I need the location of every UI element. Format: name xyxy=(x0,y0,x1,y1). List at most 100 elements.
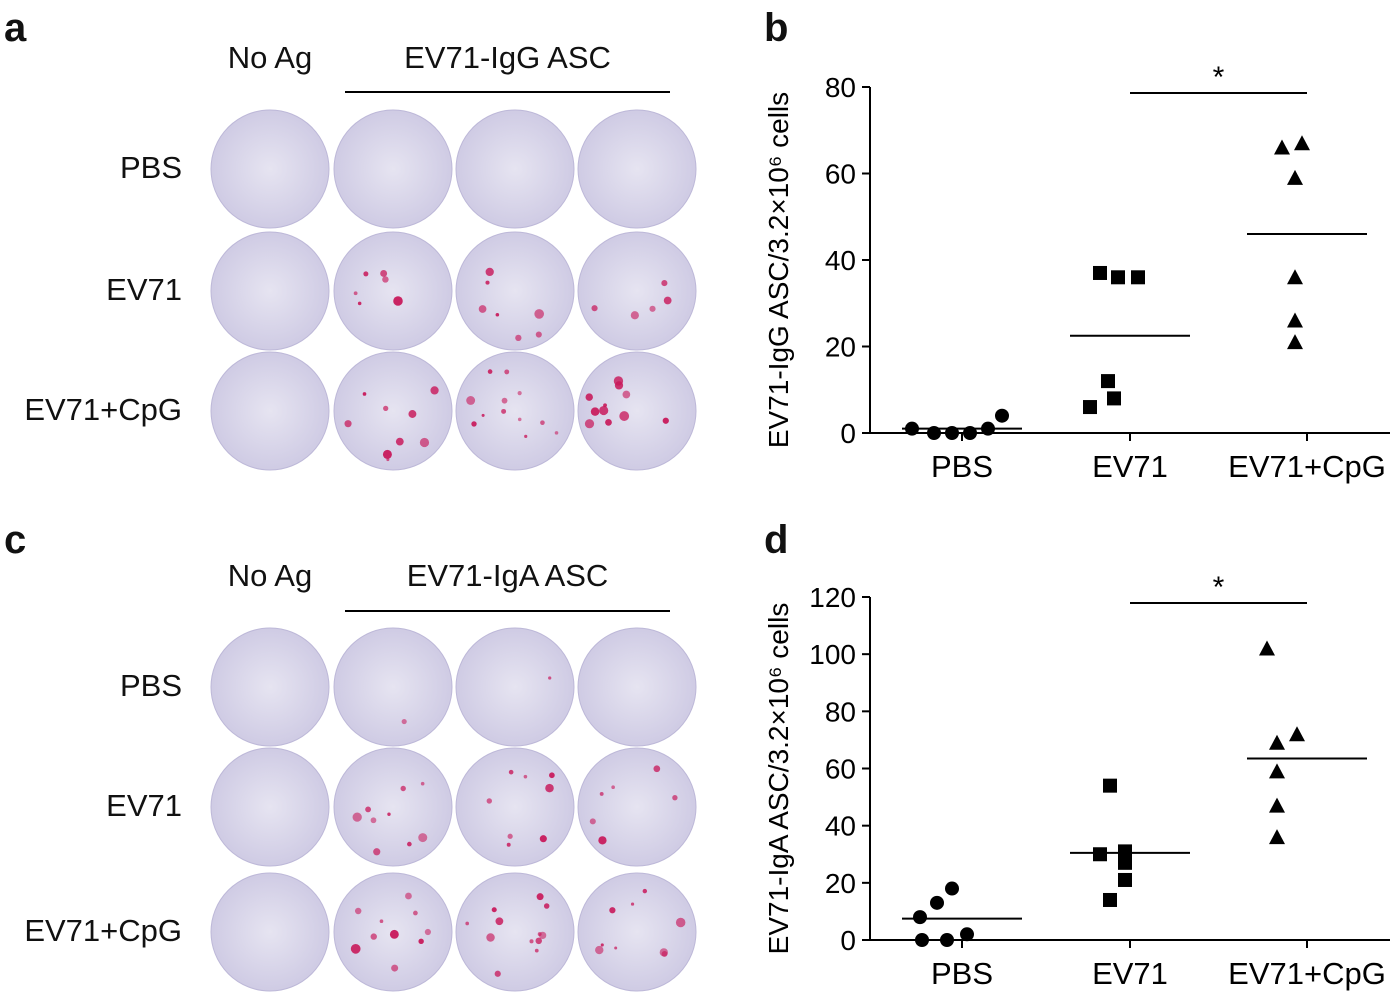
significance-star: * xyxy=(1213,61,1225,94)
col-group-line xyxy=(345,610,670,612)
elispot-spot xyxy=(605,418,612,426)
elispot-spot xyxy=(382,449,392,459)
elispot-spot xyxy=(419,437,430,448)
elispot-spot xyxy=(591,305,598,312)
x-tick-label: EV71+CpG xyxy=(1228,956,1386,991)
elispot-spot xyxy=(642,888,648,894)
y-tick-label: 40 xyxy=(825,245,856,276)
elispot-wells-a xyxy=(210,109,697,471)
elispot-spot xyxy=(653,765,661,773)
elispot-spot xyxy=(589,818,596,825)
elispot-spot xyxy=(465,921,470,926)
elispot-spot xyxy=(485,280,490,285)
elispot-spot xyxy=(548,676,552,680)
elispot-spot xyxy=(540,420,545,425)
elispot-spot xyxy=(600,943,604,947)
y-axis-label: EV71-IgG ASC/3.2×10⁶ cells xyxy=(763,92,794,448)
elispot-spot xyxy=(418,938,424,945)
elispot-well xyxy=(455,109,575,229)
elispot-spot xyxy=(584,419,595,429)
elispot-spot xyxy=(362,392,367,396)
elispot-spot xyxy=(418,833,428,843)
elispot-spot xyxy=(508,769,514,775)
elispot-spot xyxy=(424,928,432,936)
elispot-well xyxy=(455,872,575,992)
elispot-spot xyxy=(363,271,369,277)
elispot-well xyxy=(333,109,453,229)
data-point-triangle xyxy=(1287,334,1303,350)
elispot-spot xyxy=(352,812,362,822)
elispot-spot xyxy=(382,276,389,283)
row-label-ev71-cpg: EV71+CpG xyxy=(24,913,182,948)
col-label-no-ag: No Ag xyxy=(227,40,313,75)
elispot-spot xyxy=(344,420,352,428)
elispot-well xyxy=(455,351,575,471)
elispot-spot xyxy=(383,405,389,412)
x-tick-label: EV71 xyxy=(1092,956,1168,991)
elispot-spot xyxy=(506,842,511,847)
data-point-square xyxy=(1111,270,1125,285)
elispot-spot xyxy=(534,948,539,953)
elispot-spot xyxy=(630,311,639,320)
elispot-spot xyxy=(495,917,504,926)
elispot-spot xyxy=(599,791,604,796)
scatter-chart-d: 0 20 40 60 80 100 120 EV71-IgA ASC/3.2×10⁶ cell… xyxy=(763,571,1390,991)
panel-label-a: a xyxy=(4,6,27,50)
elispot-spot xyxy=(659,948,668,957)
data-point-square xyxy=(1131,270,1145,285)
x-tick-label: PBS xyxy=(931,956,993,991)
data-point-square xyxy=(1118,872,1132,887)
elispot-well xyxy=(577,351,697,471)
elispot-spot xyxy=(524,434,528,438)
elispot-spot xyxy=(350,943,361,954)
elispot-spot xyxy=(481,413,485,417)
x-tick-label: EV71 xyxy=(1092,449,1168,484)
elispot-spot xyxy=(536,893,544,901)
elispot-spot xyxy=(554,431,559,435)
y-tick-label: 120 xyxy=(809,582,856,613)
elispot-well xyxy=(333,872,453,992)
elispot-spot xyxy=(663,296,672,305)
elispot-spot xyxy=(598,836,607,845)
elispot-well xyxy=(333,747,453,867)
y-tick-label: 100 xyxy=(809,639,856,670)
elispot-spot xyxy=(405,892,412,900)
data-point-circle xyxy=(915,933,929,947)
y-tick-label: 80 xyxy=(825,696,856,727)
y-tick-label: 80 xyxy=(825,72,856,103)
y-tick-label: 20 xyxy=(825,332,856,363)
scatter-chart-b: 0 20 40 60 80 EV71-IgG ASC/3.2×10⁶ cells PBS EV… xyxy=(763,61,1390,484)
data-point-square xyxy=(1103,778,1117,793)
elispot-spot xyxy=(380,270,388,277)
elispot-spot xyxy=(478,305,487,313)
elispot-spot xyxy=(619,411,630,421)
data-point-triangle xyxy=(1259,640,1275,656)
elispot-spot xyxy=(515,334,522,342)
elispot-spot xyxy=(353,291,358,296)
panel-a: a No Ag EV71-IgG ASC PBS EV71 EV71+CpG xyxy=(0,0,720,480)
data-point-square xyxy=(1083,400,1097,415)
elispot-well xyxy=(210,231,330,351)
elispot-well xyxy=(333,231,453,351)
panel-label-c: c xyxy=(4,518,27,562)
elispot-spot xyxy=(595,945,604,955)
col-label-group: EV71-IgA ASC xyxy=(406,558,609,593)
data-point-triangle xyxy=(1287,169,1303,185)
row-label-ev71-cpg: EV71+CpG xyxy=(24,392,182,427)
elispot-spot xyxy=(386,458,390,462)
elispot-spot xyxy=(389,929,399,939)
panel-c: c No Ag EV71-IgA ASC PBS EV71 EV71+CpG xyxy=(0,510,720,997)
elispot-spot xyxy=(401,718,407,725)
elispot-spot xyxy=(517,391,522,396)
data-point-circle xyxy=(995,408,1009,423)
data-point-square xyxy=(1101,374,1115,389)
significance-star: * xyxy=(1213,571,1225,604)
elispot-spot xyxy=(485,267,494,277)
data-point-square xyxy=(1093,847,1107,862)
data-point-triangle xyxy=(1289,726,1305,742)
elispot-spot xyxy=(387,812,391,816)
panel-label-d: d xyxy=(764,518,789,562)
elispot-spot xyxy=(400,785,406,792)
elispot-spot xyxy=(370,817,377,824)
panel-label-b: b xyxy=(764,6,789,50)
